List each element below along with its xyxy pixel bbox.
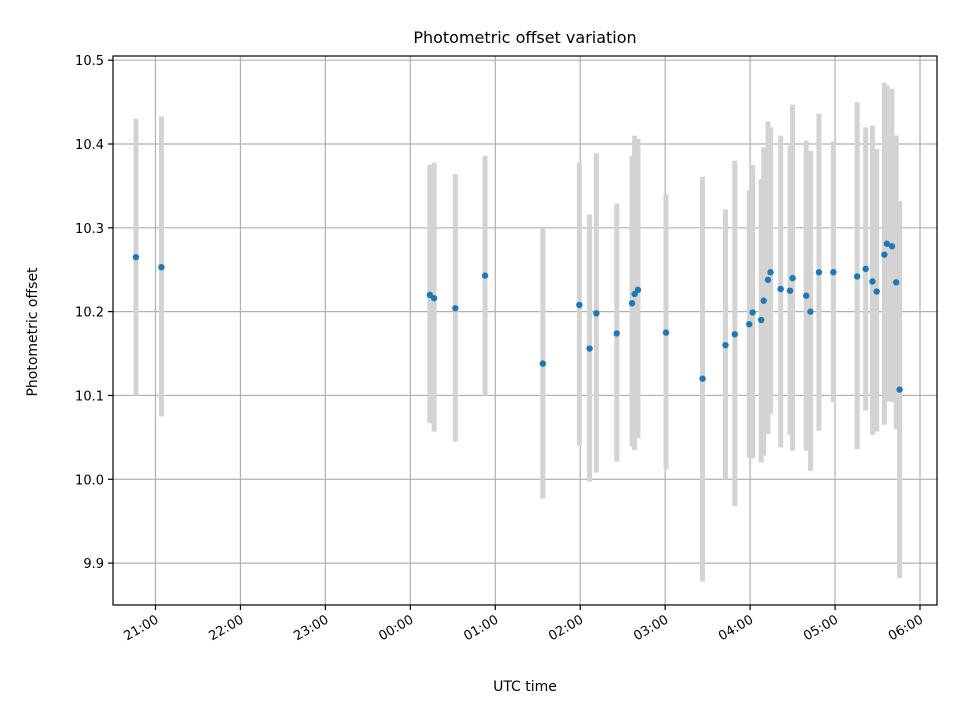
chart-title: Photometric offset variation [413,28,636,47]
plot-frame [112,55,938,606]
data-point [888,243,896,250]
data-point [481,272,489,279]
data-point [634,286,642,294]
data-point [764,276,772,283]
data-point [132,253,140,261]
data-point [452,305,459,312]
data-point [853,273,861,280]
data-point [613,330,620,337]
data-point [830,269,837,276]
y-tick-label: 9.9 [83,557,104,572]
data-point [628,300,636,307]
data-point [767,269,774,276]
data-point [662,329,670,336]
y-tick-label: 10.0 [75,473,104,488]
data-point [873,288,880,295]
data-points [132,240,903,393]
data-point [862,265,869,273]
data-point [789,274,796,282]
data-point [749,309,756,316]
data-point [539,360,547,367]
data-point [699,375,706,382]
data-point [802,292,810,299]
data-point [777,285,784,293]
data-point [881,251,888,258]
data-point [869,278,876,285]
data-point [576,301,583,309]
data-point [430,295,438,302]
y-tick-label: 10.2 [75,306,104,321]
data-point [893,279,900,286]
data-point [586,345,593,352]
data-point [807,308,814,315]
y-tick-label: 10.3 [75,222,104,237]
data-point [760,297,767,304]
y-tick-label: 10.5 [75,54,104,69]
data-point [815,269,823,276]
data-point [722,341,729,349]
y-tick-label: 10.4 [75,138,104,153]
y-axis-label: Photometric offset [25,267,41,397]
data-point [786,287,794,294]
data-point [896,386,903,393]
data-point [757,316,765,324]
data-point [731,331,739,338]
data-point [883,240,891,247]
y-tick-label: 10.1 [75,389,104,404]
data-point [746,321,753,328]
data-point [593,310,600,317]
data-point [158,264,165,271]
y-axis-ticks: 9.9 10.0 10.1 10.2 10.3 10.4 10.5 [75,54,113,572]
x-axis-label: UTC time [493,679,557,695]
